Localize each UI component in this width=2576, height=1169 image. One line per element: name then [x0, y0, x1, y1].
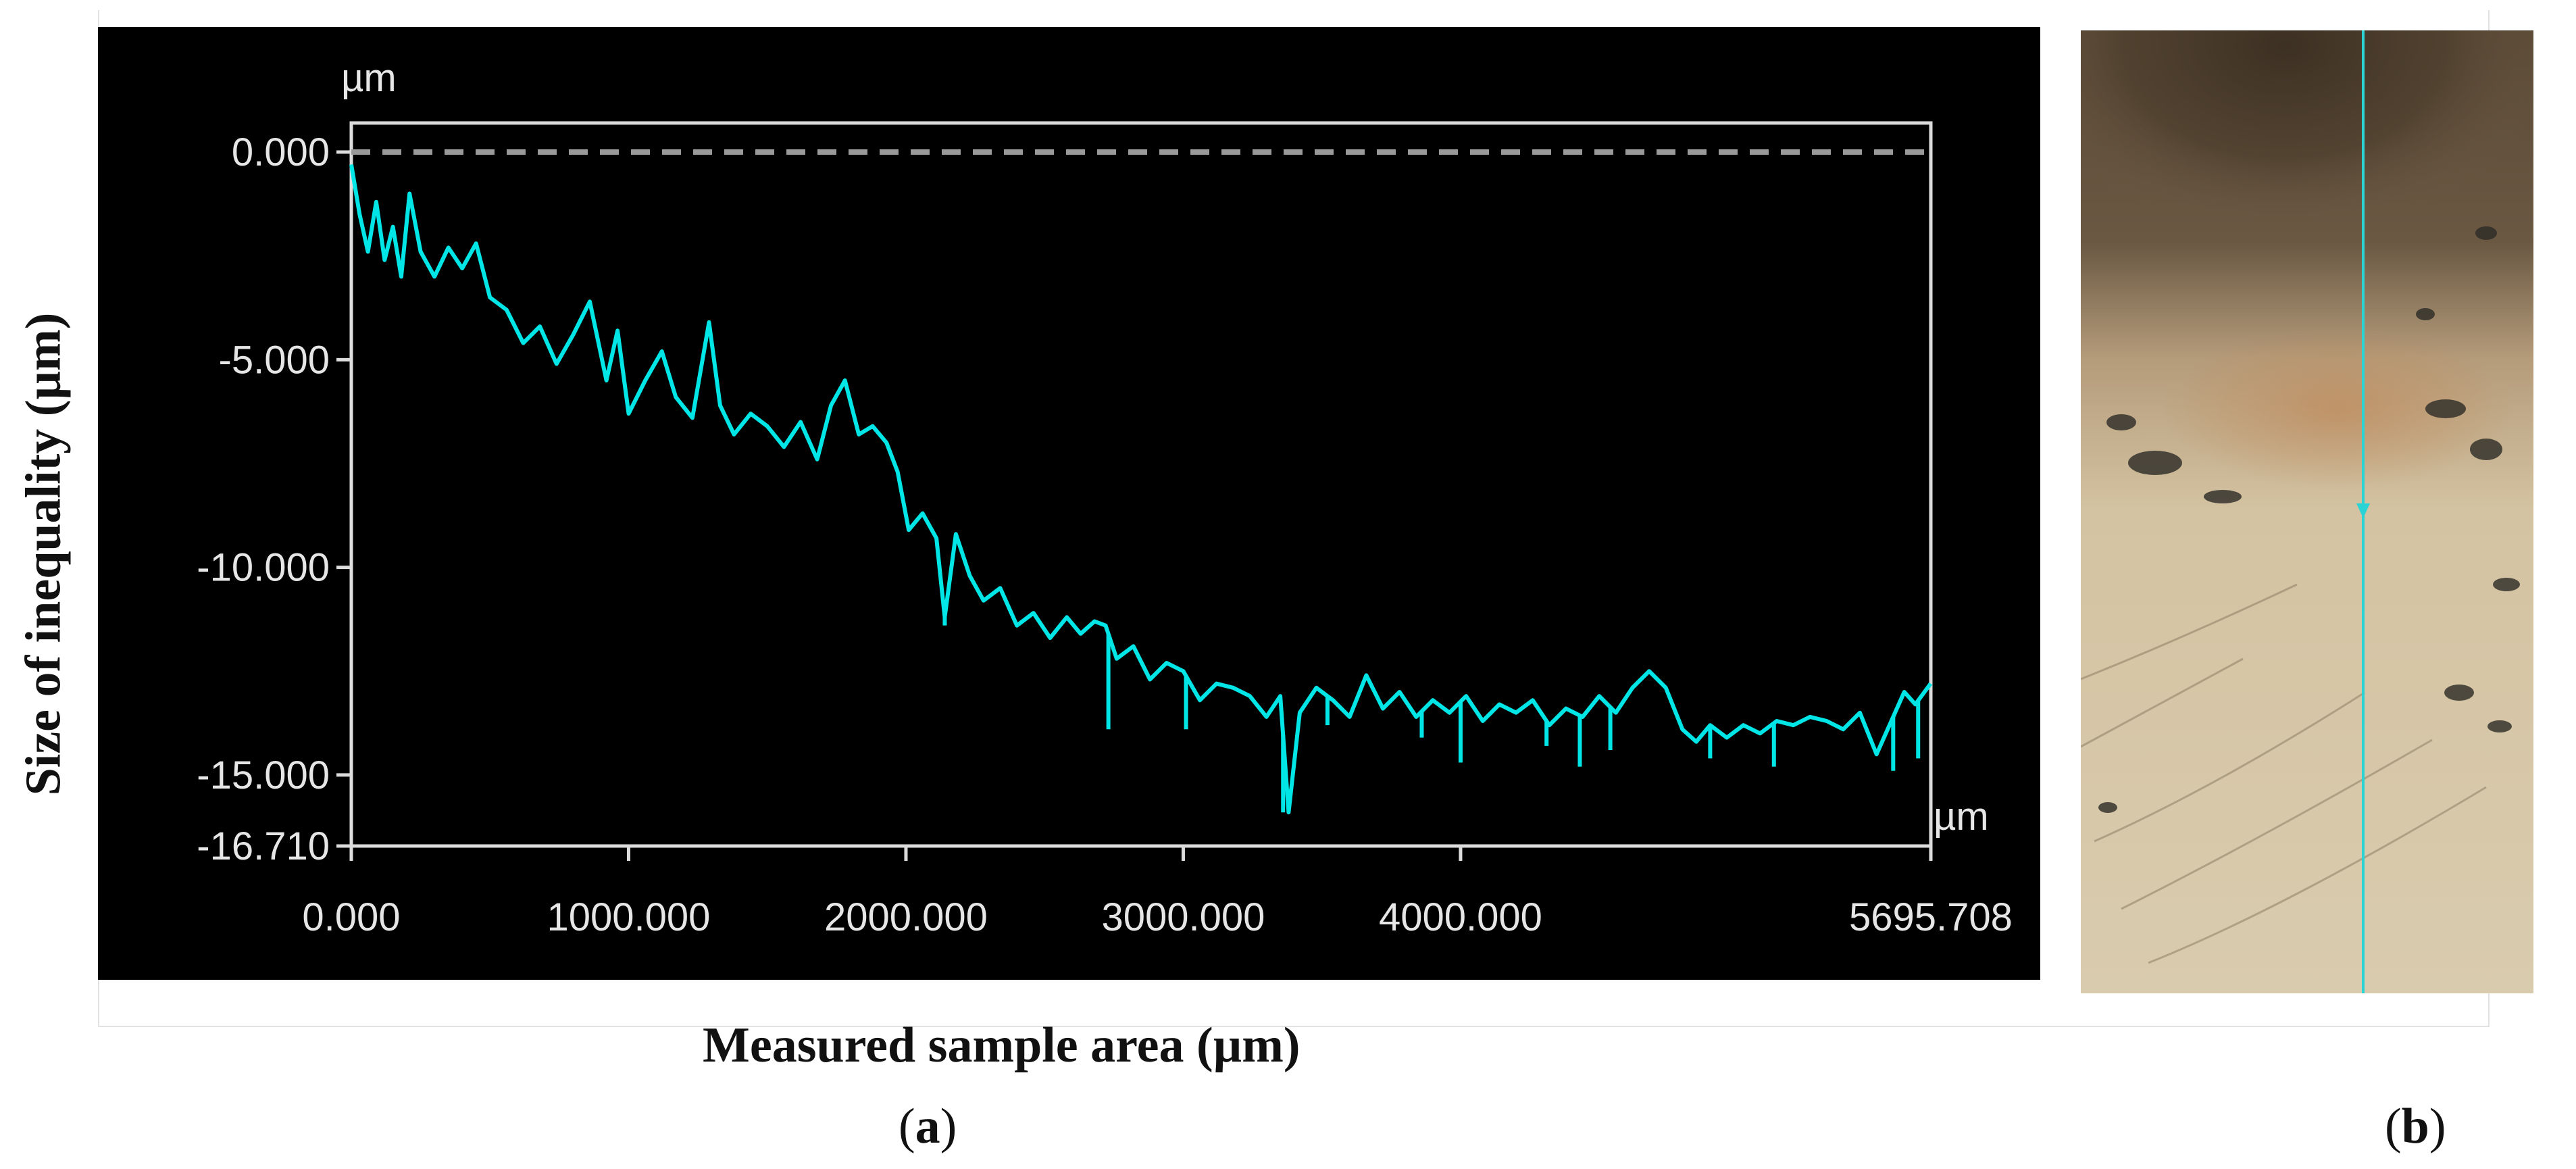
- y-tick-label: -16.710: [197, 824, 330, 868]
- x-tick-label: 1000.000: [547, 895, 711, 939]
- surface-stains: [2098, 226, 2520, 813]
- scan-direction-arrow: [2356, 503, 2370, 518]
- y-unit-label: µm: [341, 56, 397, 100]
- y-tick-label: -10.000: [197, 546, 330, 590]
- x-tick-label: 0.000: [302, 895, 400, 939]
- warm-transition-band: [2162, 328, 2513, 490]
- plot-frame: [349, 121, 1933, 848]
- panel-label-b: (b): [2385, 1099, 2446, 1154]
- y-tick-label: 0.000: [232, 130, 330, 174]
- x-tick-label: 4000.000: [1379, 895, 1542, 939]
- y-axis-title: Size of inequality (µm): [16, 312, 72, 796]
- surface-profile-line: [349, 164, 1933, 815]
- y-axis-ticks: 0.000 -5.000 -10.000 -15.000 -16.710: [197, 130, 351, 868]
- panel-label-a: (a): [899, 1099, 957, 1154]
- y-tick-label: -15.000: [197, 753, 330, 797]
- y-tick-label: -5.000: [219, 338, 330, 382]
- x-tick-label: 5695.708: [1849, 895, 2013, 939]
- x-unit-label: µm: [1934, 795, 1989, 839]
- x-axis-ticks: 0.000 1000.000 2000.000 3000.000 4000.000 569…: [302, 846, 2013, 939]
- chart-background: [98, 27, 2040, 980]
- panel-letter-b: b: [2401, 1099, 2429, 1154]
- x-axis-title: Measured sample area (µm): [703, 1018, 1300, 1073]
- x-tick-label: 2000.000: [824, 895, 988, 939]
- panel-letter-a: a: [915, 1099, 940, 1154]
- dark-crater-region: [2081, 30, 2533, 343]
- profile-dips: [942, 617, 1921, 813]
- scratch-marks: [2081, 583, 2487, 964]
- x-tick-label: 3000.000: [1101, 895, 1265, 939]
- sample-photo: [2081, 30, 2533, 993]
